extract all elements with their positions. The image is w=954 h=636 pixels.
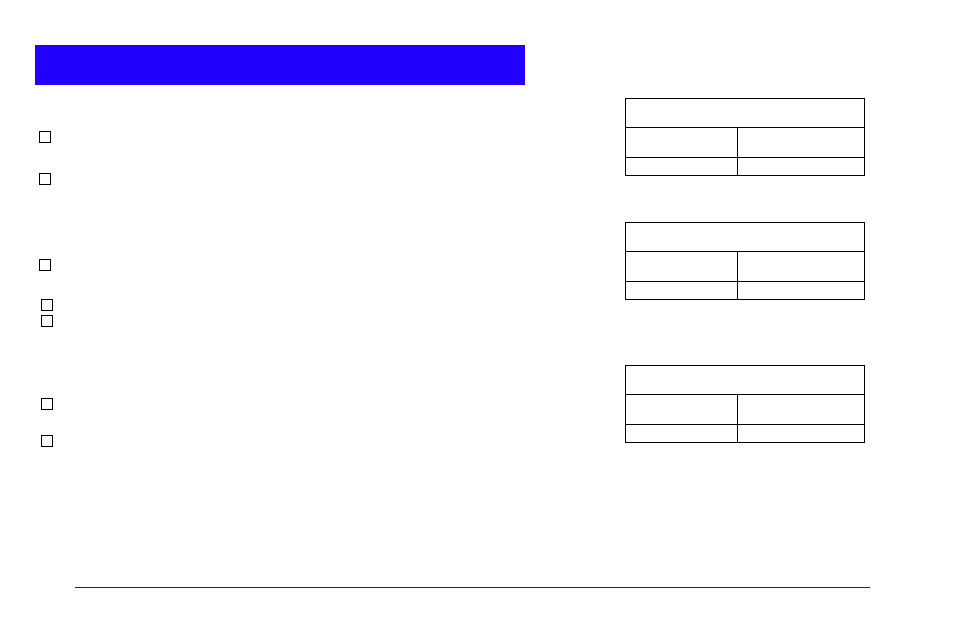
table-3-r1c2 — [738, 395, 864, 424]
table-row — [626, 424, 864, 442]
page — [0, 0, 954, 636]
divider-line — [75, 587, 870, 588]
table-1 — [625, 98, 865, 176]
table-2-r1c2 — [738, 252, 864, 281]
table-2 — [625, 222, 865, 300]
checkbox-7[interactable] — [41, 435, 53, 447]
table-3-r2c2 — [738, 425, 864, 442]
table-row — [626, 252, 864, 281]
table-2-header — [626, 223, 864, 252]
table-3-r2c1 — [626, 425, 738, 442]
table-row — [626, 157, 864, 175]
table-2-r2c2 — [738, 282, 864, 299]
checkbox-5[interactable] — [41, 315, 53, 327]
table-row — [626, 281, 864, 299]
table-2-r1c1 — [626, 252, 738, 281]
table-3-header — [626, 366, 864, 395]
checkbox-3[interactable] — [39, 259, 51, 271]
checkbox-6[interactable] — [41, 398, 53, 410]
table-3 — [625, 365, 865, 443]
title-bar — [35, 45, 525, 85]
table-2-r2c1 — [626, 282, 738, 299]
table-1-r2c1 — [626, 158, 738, 175]
checkbox-4[interactable] — [41, 299, 53, 311]
table-row — [626, 128, 864, 157]
checkbox-2[interactable] — [39, 173, 51, 185]
checkbox-1[interactable] — [39, 131, 51, 143]
table-3-r1c1 — [626, 395, 738, 424]
table-1-header — [626, 99, 864, 128]
table-1-r2c2 — [738, 158, 864, 175]
table-1-r1c2 — [738, 128, 864, 157]
table-row — [626, 395, 864, 424]
table-1-r1c1 — [626, 128, 738, 157]
